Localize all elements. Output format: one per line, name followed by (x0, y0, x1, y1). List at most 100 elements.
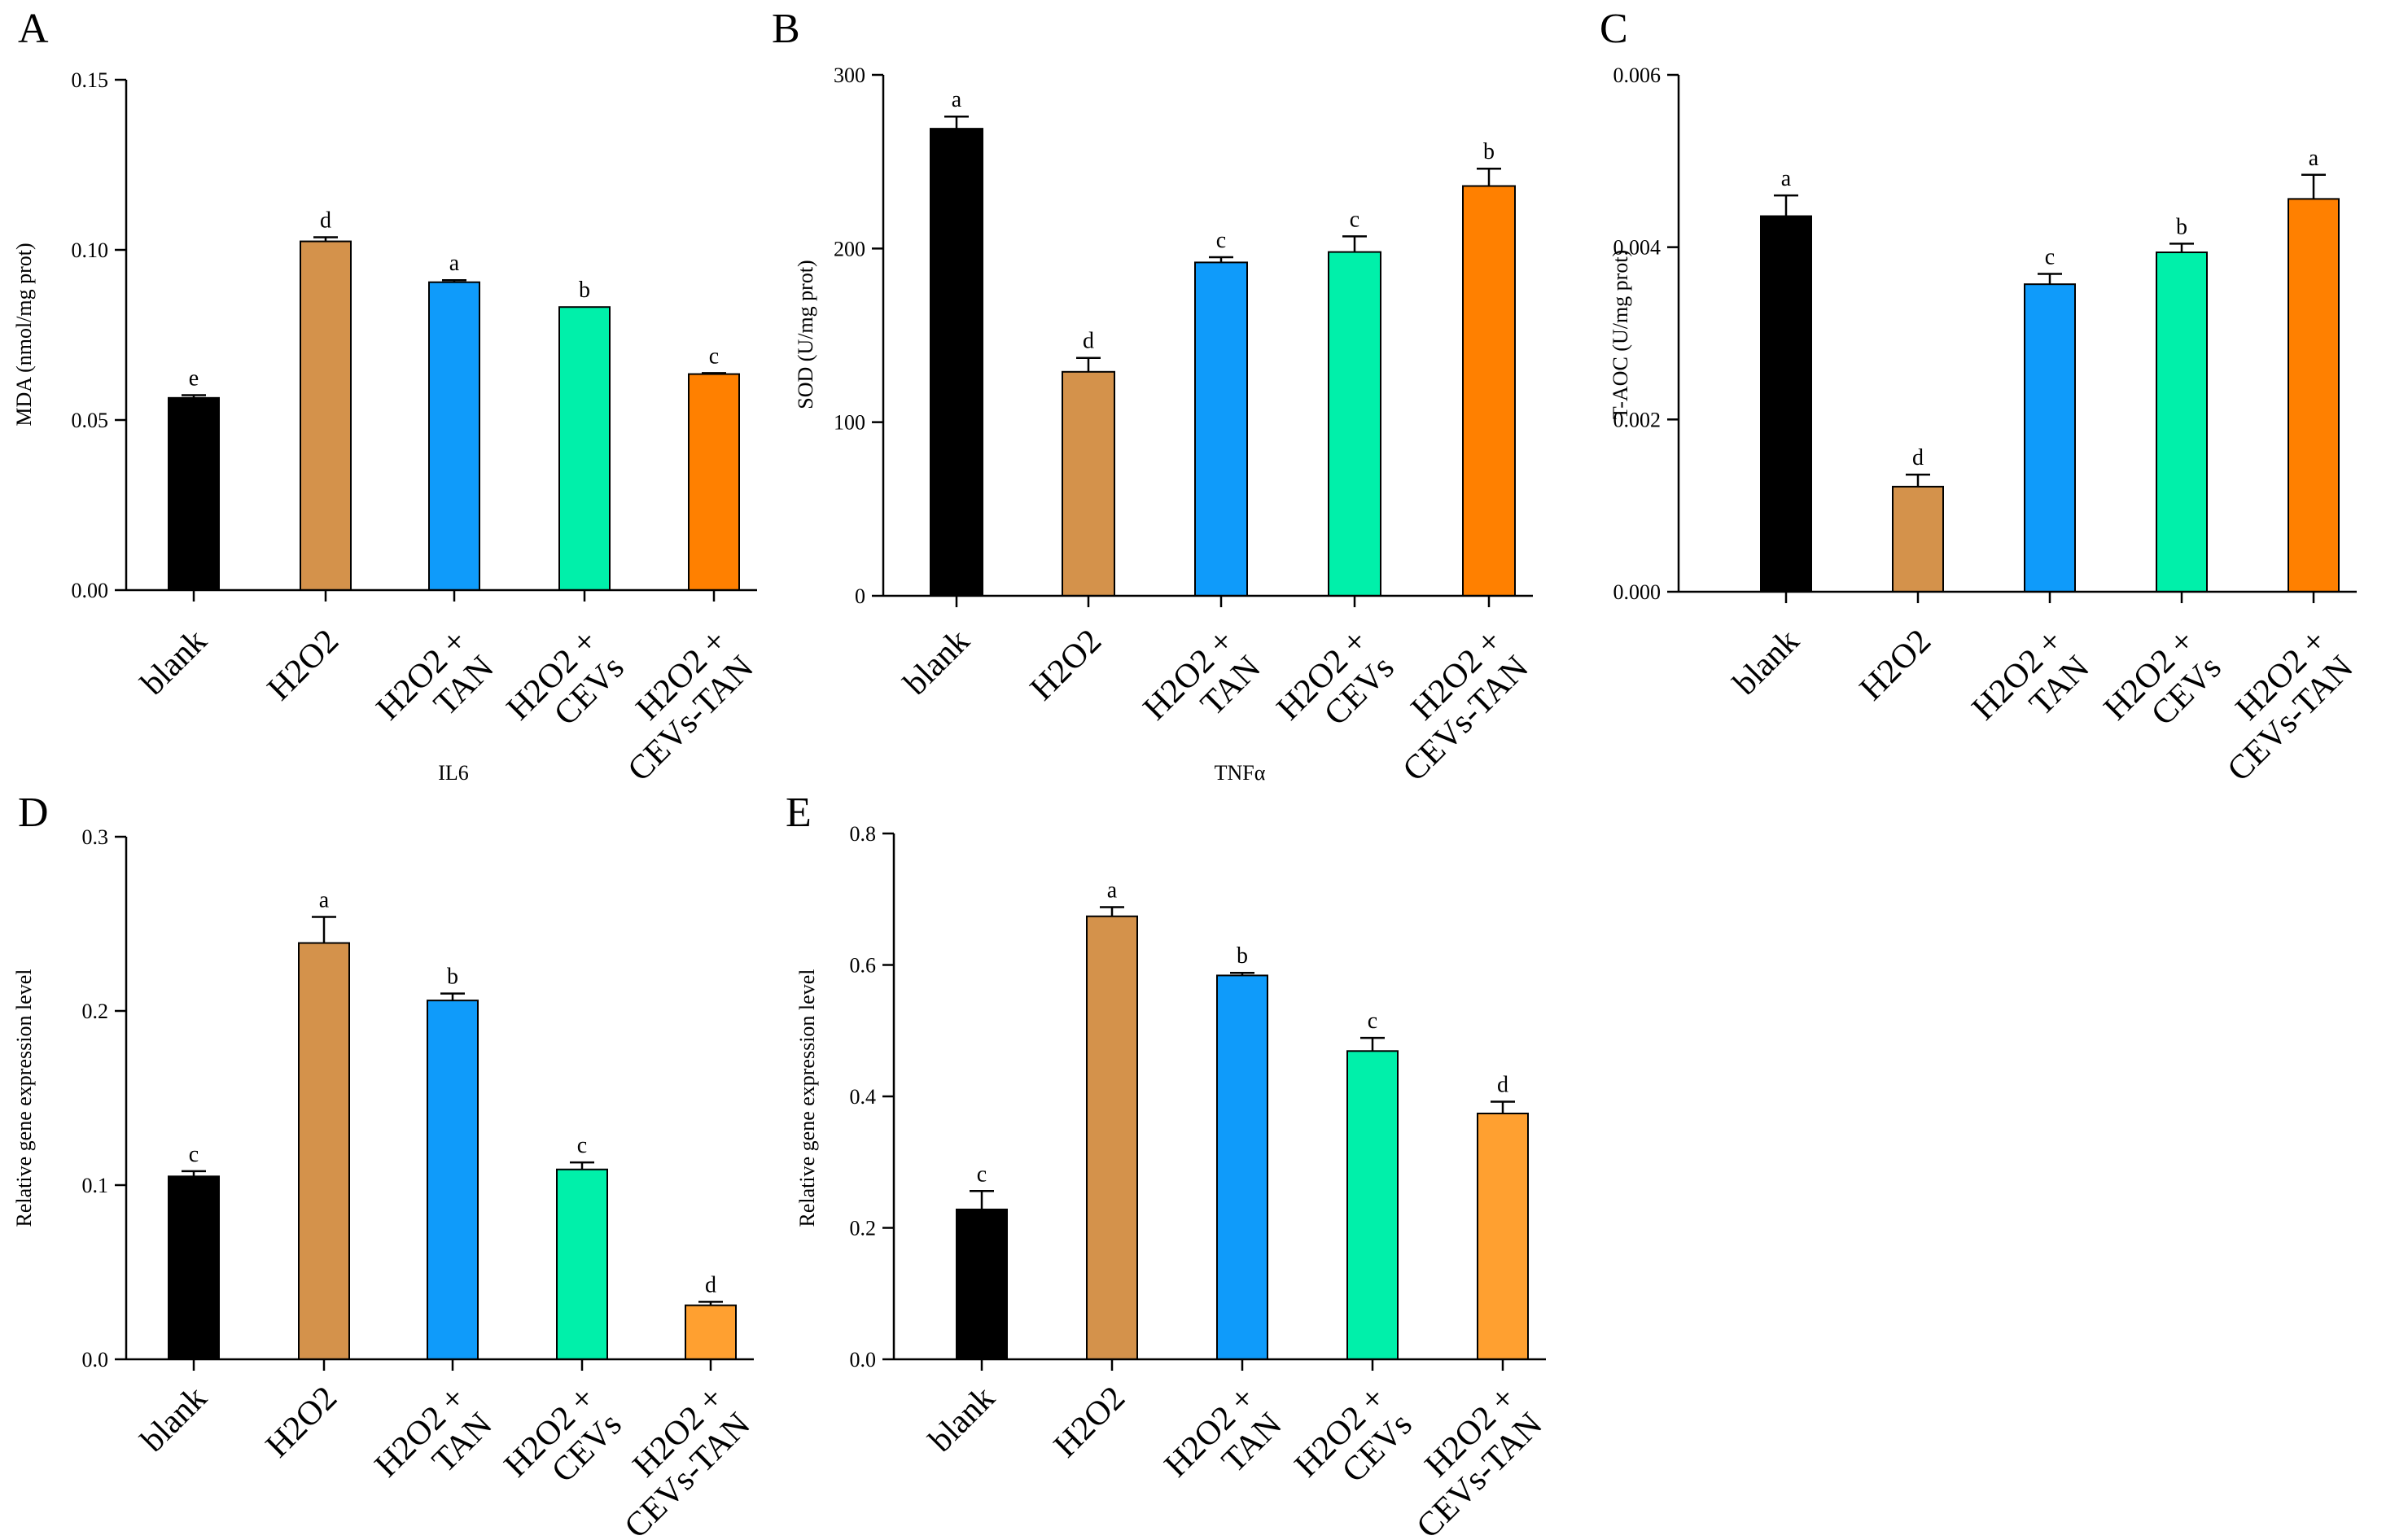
bar (1462, 185, 1516, 597)
bar (2156, 252, 2208, 593)
bar (2288, 198, 2340, 593)
y-tick-label: 0.0 (82, 1348, 109, 1372)
category-label: H2O2 (1023, 623, 1109, 708)
y-axis-label: MDA (nmol/mg prot) (12, 243, 36, 426)
chart-panel-a: A 0.00 0.05 0.10 0.15 MDA (nmol/mg prot) e blan… (12, 6, 761, 789)
category-label: H2O2 (259, 1380, 344, 1465)
y-tick-label: 0.00 (72, 579, 109, 602)
panel-letter: D (18, 790, 49, 836)
category-label: H2O2 +CEVs (1288, 1380, 1420, 1512)
y-tick-label: 200 (834, 237, 865, 260)
category-label: H2O2 (1853, 623, 1938, 708)
panel-letter: B (772, 6, 800, 52)
category-label: blank (897, 623, 978, 703)
chart-panel-e: E TNFα 0.0 0.2 0.4 0.6 0.8 Relative gene expres… (786, 761, 1550, 1540)
y-tick-label: 0.004 (1613, 236, 1662, 260)
bar (930, 128, 983, 597)
significance-letter: b (447, 965, 458, 990)
y-tick-label: 0.006 (1613, 63, 1662, 87)
category-label: H2O2 +CEVs-TAN (2194, 623, 2361, 790)
significance-letter: e (189, 365, 199, 391)
bar (1062, 370, 1115, 597)
significance-letter: d (1912, 445, 1924, 470)
bar (1477, 1112, 1529, 1360)
significance-letter: a (449, 251, 460, 276)
bar (298, 942, 350, 1361)
significance-letter: d (1497, 1072, 1508, 1097)
category-label-line: H2O2 (259, 1380, 344, 1465)
y-tick-label: 0.002 (1613, 408, 1662, 431)
bar (1194, 261, 1248, 597)
bar (428, 281, 480, 591)
category-label: H2O2 +TAN (368, 1380, 500, 1512)
significance-letter: c (709, 343, 719, 369)
category-label-line: blank (922, 1380, 1003, 1460)
category-label: H2O2 (1047, 1380, 1132, 1465)
category-label: blank (1727, 623, 1807, 703)
bar (556, 1168, 608, 1360)
y-tick-label: 300 (834, 63, 865, 87)
category-label-line: H2O2 (1853, 623, 1938, 708)
bar (168, 396, 220, 591)
chart-title: TNFα (1215, 761, 1266, 785)
y-axis-label: T-AOC (U/mg prot) (1609, 250, 1632, 419)
significance-letter: a (319, 887, 330, 912)
category-label-line: blank (897, 623, 978, 703)
y-tick-label: 0.10 (72, 238, 109, 262)
y-tick-label: 0.15 (72, 68, 109, 92)
bar (1760, 215, 1812, 593)
y-tick-label: 0.4 (850, 1085, 877, 1109)
bar (685, 1304, 737, 1361)
significance-letter: d (320, 208, 331, 234)
significance-letter: c (1216, 228, 1226, 253)
y-tick-label: 0 (855, 584, 865, 608)
significance-letter: c (2045, 244, 2055, 269)
category-label-line: blank (134, 1380, 215, 1460)
y-tick-label: 0.2 (82, 1000, 109, 1023)
panel-letter: E (786, 790, 812, 836)
y-axis-label: Relative gene expression level (795, 969, 819, 1227)
chart-panel-b: B 0 100 200 300 SOD (U/mg prot) a blank d H2O2 c H2… (772, 6, 1536, 789)
bar (427, 1000, 479, 1361)
category-label-line: blank (1727, 623, 1807, 703)
significance-letter: a (2309, 146, 2319, 171)
category-label-line: H2O2 (1023, 623, 1109, 708)
significance-letter: c (577, 1133, 587, 1158)
category-label-line: blank (134, 623, 215, 703)
y-axis-label: Relative gene expression level (12, 969, 36, 1227)
y-tick-label: 100 (834, 411, 865, 435)
category-label: H2O2 +CEVs (1270, 623, 1402, 755)
significance-letter: a (952, 87, 962, 112)
category-label: H2O2 +TAN (1136, 623, 1268, 755)
significance-letter: a (1781, 166, 1792, 191)
y-tick-label: 0.05 (72, 409, 109, 432)
bar (300, 240, 352, 591)
y-tick-label: 0.000 (1613, 580, 1662, 604)
bar (2024, 283, 2076, 593)
y-tick-label: 0.1 (82, 1174, 109, 1197)
significance-letter: c (977, 1162, 987, 1187)
category-label: H2O2 +CEVs-TAN (1369, 623, 1536, 790)
category-label: H2O2 +TAN (1158, 1380, 1289, 1512)
panel-letter: C (1600, 6, 1628, 52)
bar (1328, 251, 1381, 597)
significance-letter: b (579, 278, 590, 303)
significance-letter: d (1083, 329, 1094, 354)
category-label: blank (922, 1380, 1003, 1460)
bar (1086, 915, 1138, 1360)
chart-panel-c: C 0.000 0.002 0.004 0.006 T-AOC (U/mg prot) a b… (1600, 6, 2361, 789)
bar (1346, 1050, 1399, 1360)
y-axis-label: SOD (U/mg prot) (794, 260, 817, 409)
y-tick-label: 0.6 (850, 954, 877, 978)
chart-title: IL6 (438, 761, 469, 785)
significance-letter: b (1237, 943, 1248, 969)
significance-letter: a (1107, 877, 1118, 903)
bar (168, 1175, 220, 1361)
category-label: H2O2 +TAN (1965, 623, 2097, 755)
category-label-line: H2O2 (1047, 1380, 1132, 1465)
panel-letter: A (18, 6, 49, 52)
category-label: H2O2 +CEVs-TAN (594, 623, 761, 790)
bar (688, 373, 740, 591)
bar (1216, 974, 1268, 1361)
bar (1892, 485, 1944, 593)
